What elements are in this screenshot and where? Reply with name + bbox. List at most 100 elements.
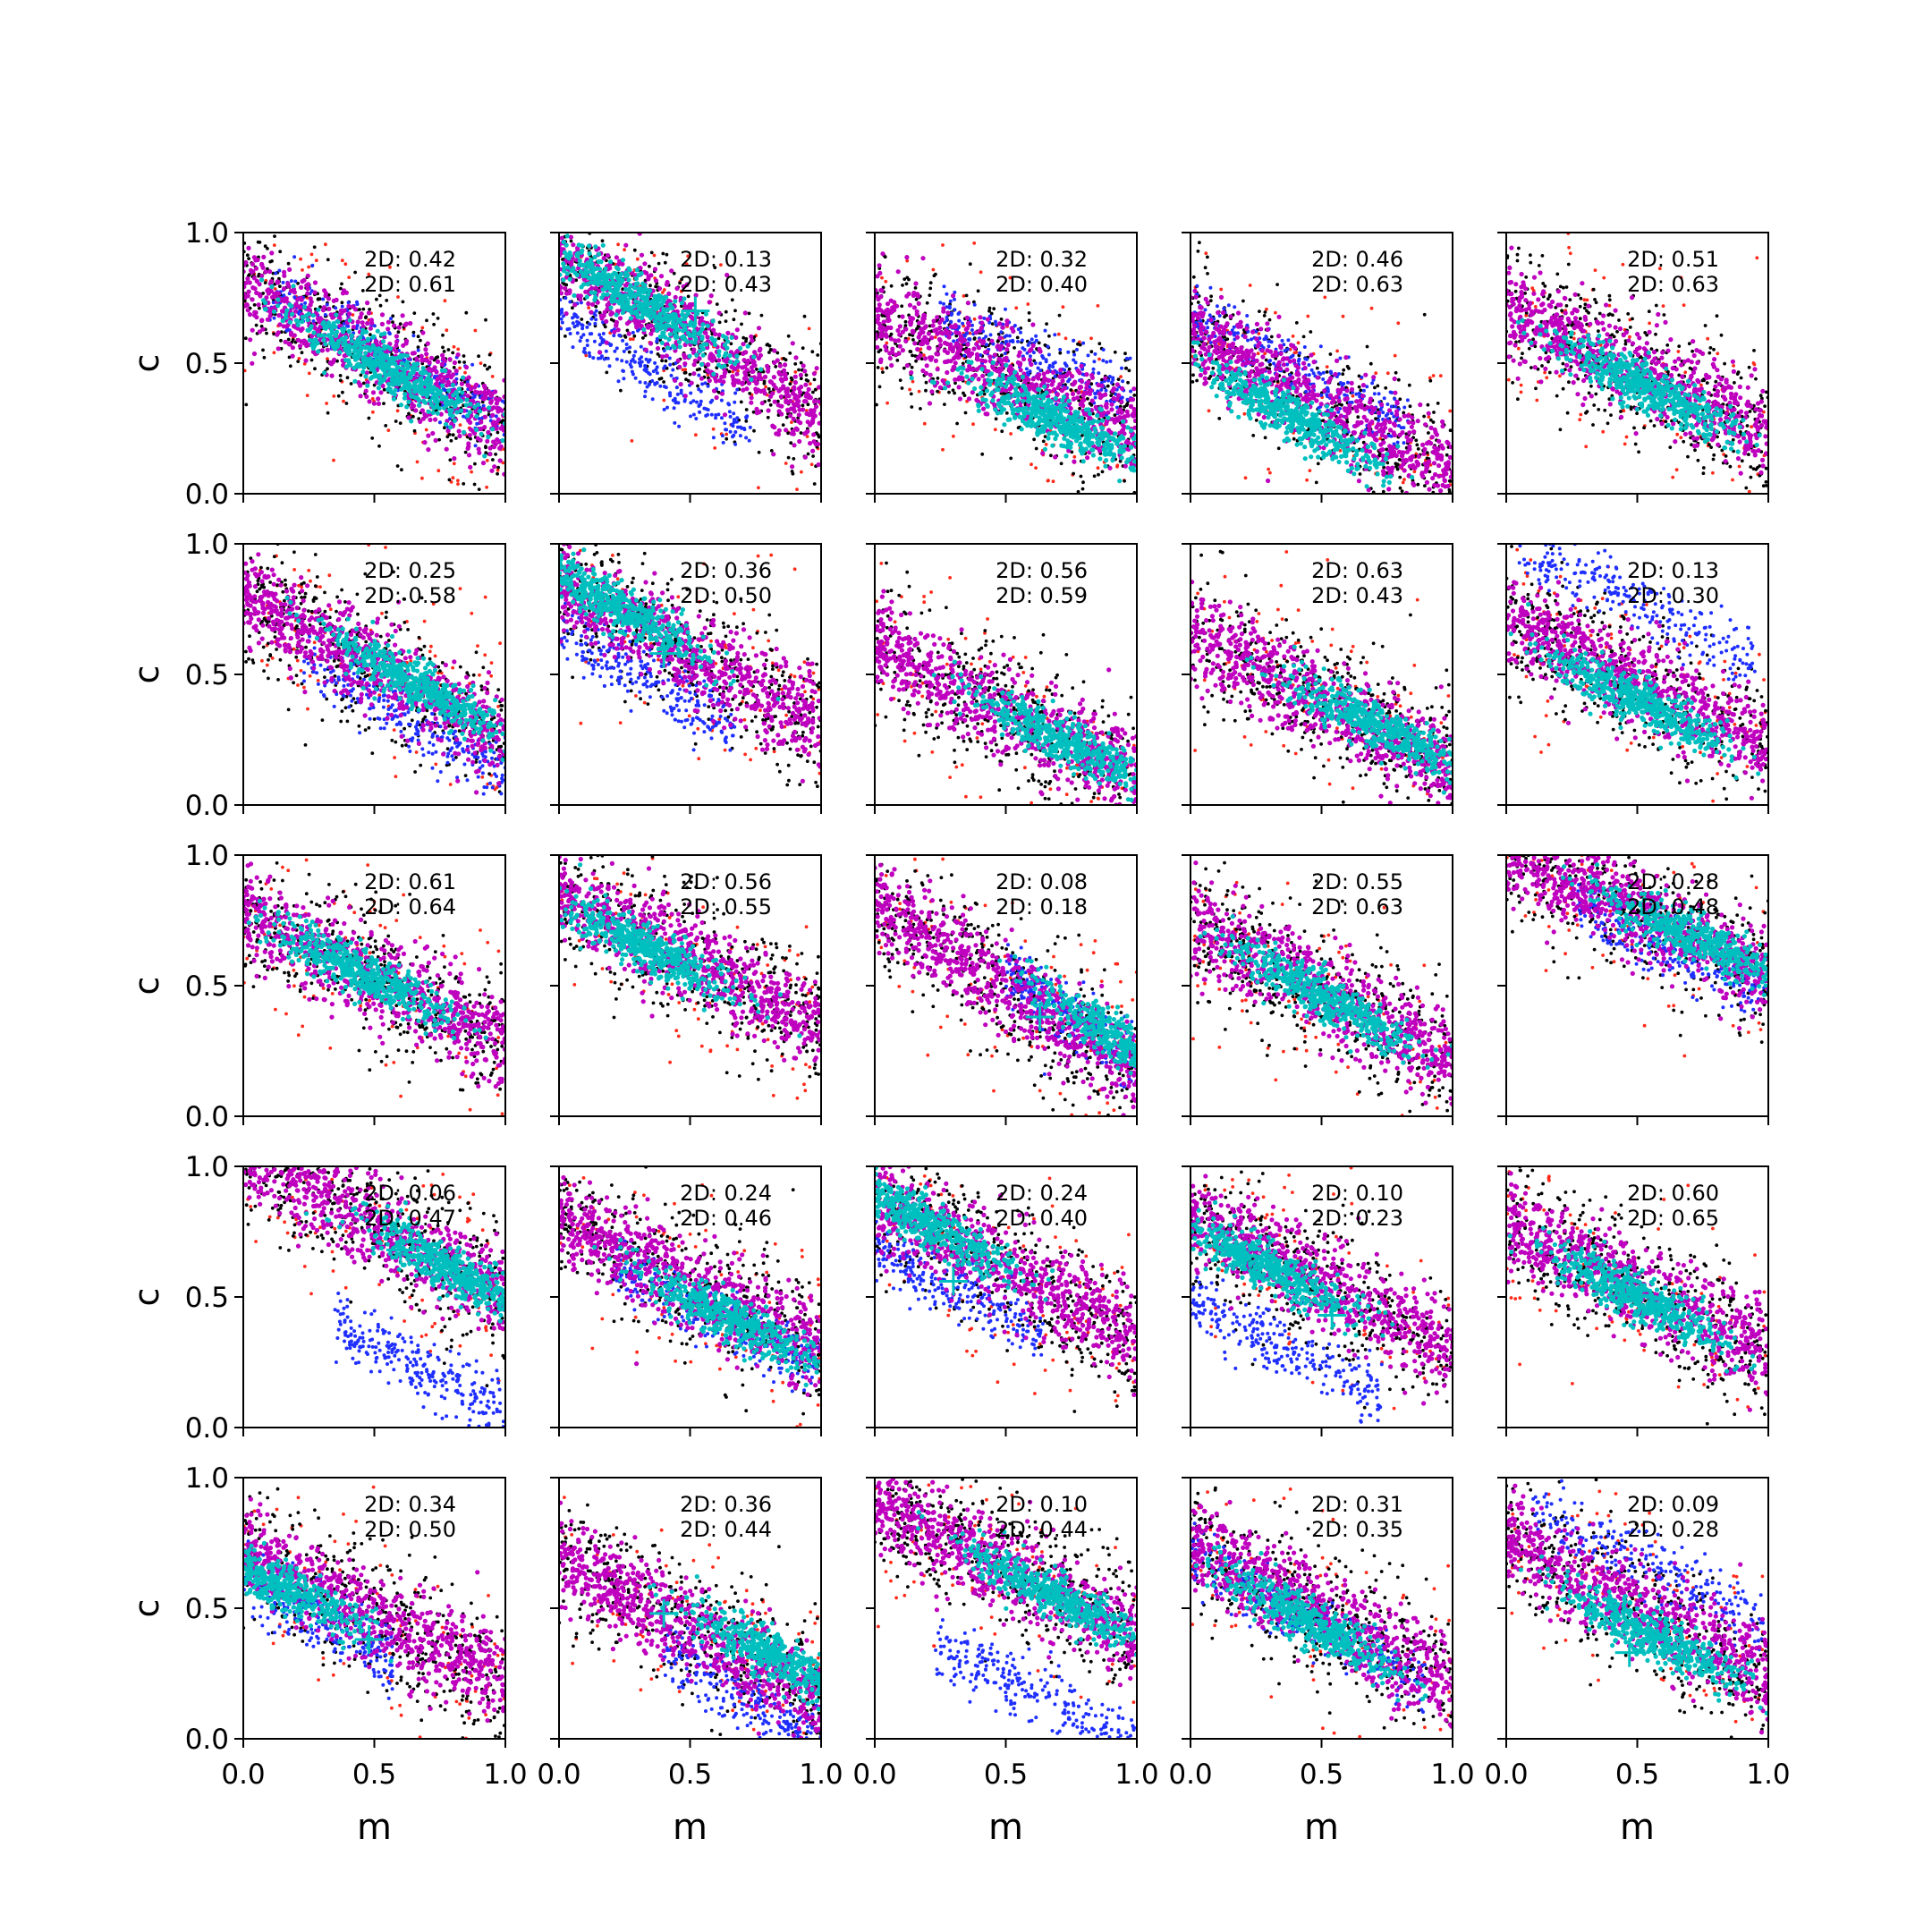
magenta-point xyxy=(452,455,457,462)
magenta-point xyxy=(489,468,495,473)
blue-point xyxy=(321,297,326,301)
magenta-point xyxy=(732,366,737,371)
blue-point xyxy=(691,412,696,417)
blue-point xyxy=(943,320,946,325)
black-point xyxy=(1123,404,1127,409)
cyan-point xyxy=(398,352,403,358)
cyan-point xyxy=(674,332,679,338)
cyan-point xyxy=(628,283,633,288)
cyan-point xyxy=(655,327,660,334)
magenta-point xyxy=(263,269,268,275)
cyan-point xyxy=(686,330,691,335)
blue-point xyxy=(650,397,655,402)
magenta-point xyxy=(326,296,331,301)
magenta-point xyxy=(601,256,606,261)
magenta-point xyxy=(708,293,714,299)
black-point xyxy=(340,282,343,286)
cyan-point xyxy=(321,333,326,338)
magenta-point xyxy=(266,291,271,296)
black-point xyxy=(463,450,468,454)
cyan-point xyxy=(427,386,433,391)
blue-point xyxy=(648,382,652,386)
magenta-point xyxy=(261,254,267,259)
red-point xyxy=(307,265,310,269)
cyan-point xyxy=(720,334,726,339)
magenta-point xyxy=(644,270,649,275)
black-point xyxy=(781,423,785,427)
cyan-point xyxy=(576,242,581,248)
black-point xyxy=(902,277,907,281)
magenta-point xyxy=(672,377,678,383)
cyan-point xyxy=(661,309,666,316)
red-point xyxy=(631,337,635,341)
cyan-point xyxy=(728,360,733,365)
magenta-point xyxy=(478,437,483,443)
cyan-point xyxy=(359,345,364,351)
magenta-point xyxy=(615,327,621,333)
black-point xyxy=(569,239,573,243)
black-point xyxy=(580,318,584,321)
cyan-point xyxy=(561,239,566,245)
red-point xyxy=(342,399,345,403)
blue-point xyxy=(1081,341,1086,345)
blue-point xyxy=(311,319,316,323)
black-point xyxy=(943,402,946,406)
cyan-point xyxy=(385,361,390,367)
cyan-point xyxy=(609,299,614,304)
red-point xyxy=(1096,304,1100,308)
magenta-point xyxy=(750,338,755,343)
magenta-point xyxy=(781,368,787,373)
cyan-point xyxy=(463,402,469,408)
magenta-point xyxy=(741,376,748,381)
blue-point xyxy=(618,334,623,338)
magenta-point xyxy=(253,266,259,271)
magenta-point xyxy=(447,357,453,362)
magenta-point xyxy=(419,353,424,359)
black-point xyxy=(425,318,428,323)
black-point xyxy=(914,297,919,301)
magenta-point xyxy=(589,309,594,315)
magenta-point xyxy=(936,336,943,342)
magenta-point xyxy=(692,358,698,363)
magenta-point xyxy=(360,320,365,326)
black-point xyxy=(1113,350,1117,354)
magenta-point xyxy=(790,464,795,470)
black-point xyxy=(286,261,291,266)
blue-point xyxy=(1026,370,1030,375)
red-point xyxy=(952,434,955,438)
red-point xyxy=(371,410,375,414)
magenta-point xyxy=(272,293,277,299)
cyan-point xyxy=(386,381,392,386)
black-point xyxy=(727,369,732,374)
black-point xyxy=(394,419,398,423)
magenta-point xyxy=(379,312,386,318)
cyan-point xyxy=(592,267,598,272)
red-point xyxy=(443,299,447,303)
cyan-point xyxy=(423,369,428,375)
red-point xyxy=(1063,336,1068,341)
black-point xyxy=(915,326,919,331)
cyan-point xyxy=(472,404,478,410)
blue-point xyxy=(346,301,351,305)
cyan-point xyxy=(681,323,686,328)
magenta-point xyxy=(434,369,439,375)
cyan-point xyxy=(393,361,398,367)
black-point xyxy=(1034,446,1038,451)
cyan-point xyxy=(343,364,350,369)
magenta-point xyxy=(459,381,465,386)
magenta-point xyxy=(360,324,366,329)
black-point xyxy=(972,300,976,304)
magenta-point xyxy=(816,462,821,468)
black-point xyxy=(784,415,789,419)
blue-point xyxy=(691,399,696,403)
black-point xyxy=(797,368,801,372)
cyan-point xyxy=(611,281,616,286)
red-point xyxy=(395,409,400,413)
black-point xyxy=(641,336,645,340)
magenta-point xyxy=(784,428,789,433)
blue-point xyxy=(607,364,612,369)
magenta-point xyxy=(643,347,648,352)
cyan-point xyxy=(316,333,321,338)
magenta-point xyxy=(733,335,739,340)
cyan-point xyxy=(692,340,698,345)
